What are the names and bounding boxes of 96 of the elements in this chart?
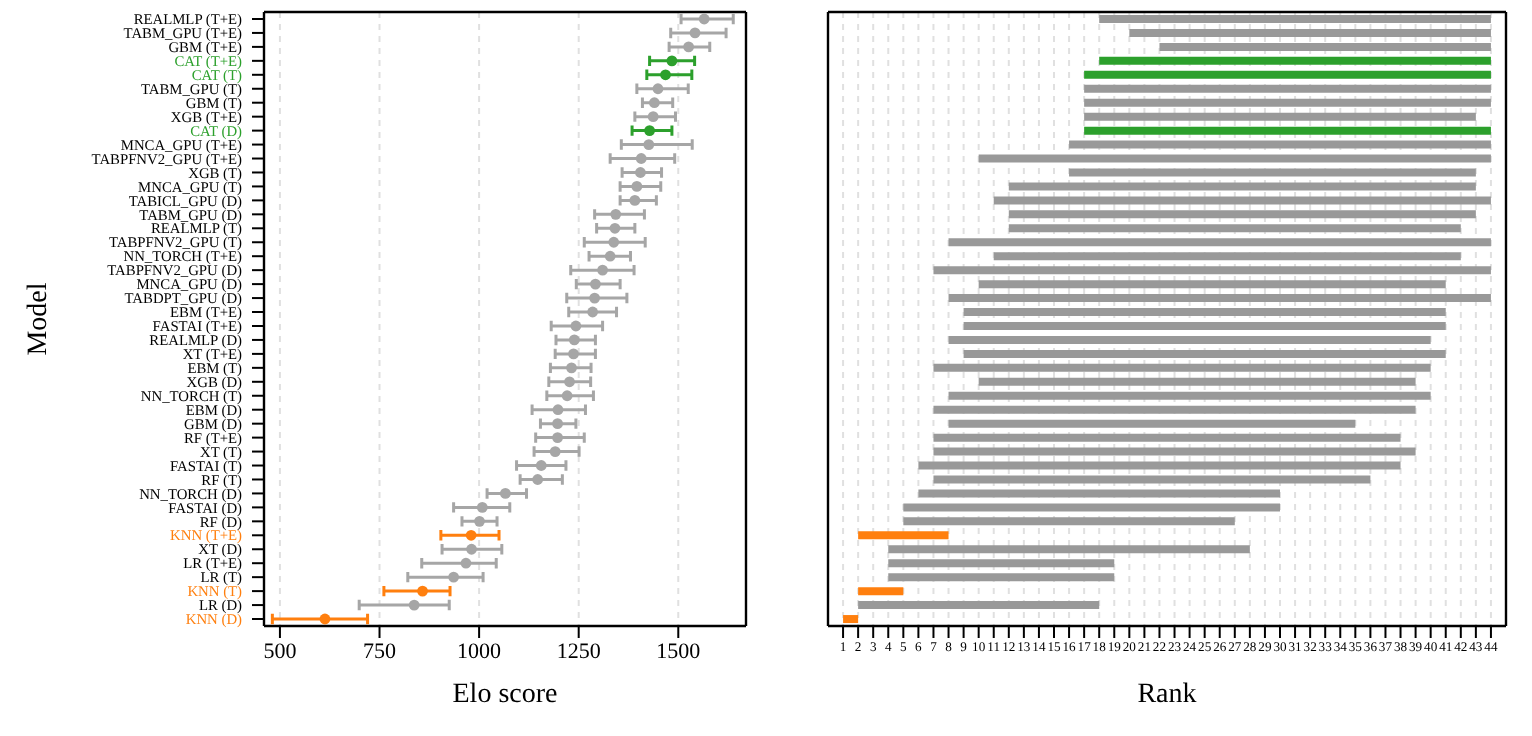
point (604, 250, 616, 262)
point (648, 97, 660, 109)
point (666, 55, 678, 67)
point (408, 599, 420, 611)
point (561, 390, 573, 402)
point (590, 278, 601, 290)
bar (903, 517, 1235, 526)
point (570, 320, 582, 332)
bar (948, 419, 1356, 428)
bar (1084, 112, 1476, 121)
point (465, 529, 477, 541)
bar (1159, 42, 1491, 51)
point (644, 125, 655, 137)
bar (888, 559, 1115, 568)
point (652, 83, 664, 95)
point (683, 41, 695, 53)
bar (858, 587, 904, 596)
bar (933, 433, 1401, 442)
point (466, 543, 477, 555)
bar (948, 294, 1491, 303)
x-tick-label: 1000 (457, 639, 503, 664)
bar (1084, 84, 1491, 93)
bar (903, 503, 1280, 512)
bar (1069, 140, 1491, 149)
bar (1099, 15, 1491, 23)
point (635, 167, 646, 178)
bar (948, 391, 1431, 400)
bar (978, 377, 1416, 386)
bar (933, 447, 1416, 456)
point (629, 194, 641, 206)
bar (1084, 126, 1491, 135)
point (587, 306, 599, 318)
bar (963, 308, 1446, 317)
bar (948, 238, 1491, 247)
bar (933, 405, 1416, 414)
bar (1008, 210, 1476, 219)
bar (963, 322, 1446, 330)
point (689, 27, 701, 39)
point (566, 362, 577, 374)
bar (843, 615, 859, 624)
bar (918, 461, 1401, 470)
bar (888, 545, 1250, 554)
bar (933, 266, 1491, 275)
bar (1084, 70, 1491, 79)
point (535, 460, 547, 471)
bar (978, 154, 1491, 163)
point (552, 432, 563, 444)
y-axis-title: Model (23, 282, 54, 356)
point (552, 404, 564, 416)
point (608, 236, 620, 248)
point (448, 571, 460, 583)
bar (993, 196, 1491, 205)
point (500, 488, 511, 499)
point (589, 292, 601, 304)
bar (1069, 168, 1476, 177)
bar (1008, 182, 1476, 191)
point (460, 557, 472, 569)
bar (858, 601, 1100, 610)
bar (933, 363, 1431, 372)
point (635, 153, 647, 164)
bar (933, 475, 1371, 484)
x-tick-label: 1500 (656, 639, 702, 664)
point (568, 348, 579, 360)
point (532, 474, 544, 485)
point (631, 181, 643, 192)
point (568, 334, 580, 346)
point (319, 613, 331, 625)
point (476, 501, 488, 513)
point (610, 208, 622, 220)
x-tick-label: 1250 (556, 639, 602, 664)
bar (1008, 224, 1461, 233)
point (474, 515, 485, 527)
x-axis-title: Elo score (452, 680, 558, 710)
bar (978, 280, 1446, 289)
bar (948, 335, 1431, 344)
point (552, 418, 563, 430)
bar (963, 349, 1446, 358)
bar (888, 573, 1115, 582)
bar (993, 252, 1461, 261)
bar (1129, 28, 1491, 37)
point (647, 111, 659, 123)
point (597, 264, 608, 276)
x-tick-label: 500 (263, 639, 298, 664)
point (549, 446, 561, 457)
bar (918, 489, 1280, 498)
point (698, 13, 710, 25)
x-axis-title: Rank (1137, 680, 1197, 710)
bar (858, 531, 949, 540)
point (564, 376, 575, 388)
x-tick-label: 750 (363, 639, 398, 664)
point (643, 139, 655, 150)
point (417, 585, 428, 597)
bar (1084, 98, 1491, 107)
point (660, 69, 671, 81)
point (609, 222, 621, 234)
bar (1099, 56, 1491, 65)
